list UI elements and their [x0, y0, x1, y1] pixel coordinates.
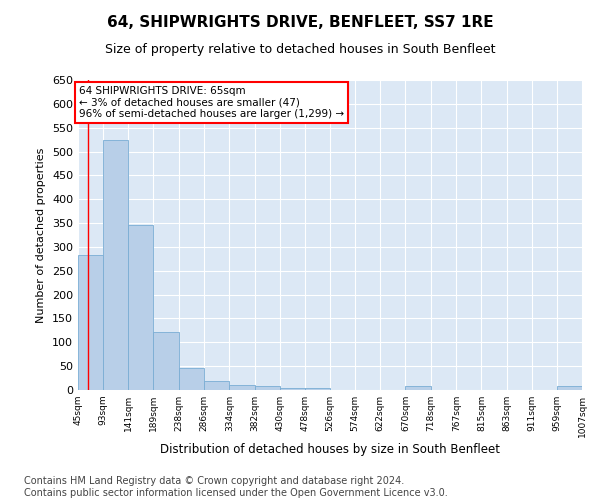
- Text: Size of property relative to detached houses in South Benfleet: Size of property relative to detached ho…: [105, 42, 495, 56]
- Y-axis label: Number of detached properties: Number of detached properties: [37, 148, 46, 322]
- Bar: [229, 385, 254, 390]
- Text: Contains HM Land Registry data © Crown copyright and database right 2024.
Contai: Contains HM Land Registry data © Crown c…: [24, 476, 448, 498]
- Bar: [204, 381, 229, 390]
- Bar: [154, 332, 179, 390]
- Bar: [406, 386, 431, 390]
- Bar: [557, 386, 582, 390]
- Bar: [254, 386, 280, 390]
- Bar: [179, 368, 204, 390]
- Bar: [280, 388, 305, 390]
- X-axis label: Distribution of detached houses by size in South Benfleet: Distribution of detached houses by size …: [160, 442, 500, 456]
- Bar: [128, 224, 154, 390]
- Bar: [103, 140, 128, 390]
- Text: 64, SHIPWRIGHTS DRIVE, BENFLEET, SS7 1RE: 64, SHIPWRIGHTS DRIVE, BENFLEET, SS7 1RE: [107, 15, 493, 30]
- Bar: [305, 388, 330, 390]
- Text: 64 SHIPWRIGHTS DRIVE: 65sqm
← 3% of detached houses are smaller (47)
96% of semi: 64 SHIPWRIGHTS DRIVE: 65sqm ← 3% of deta…: [79, 86, 344, 119]
- Bar: [78, 255, 103, 390]
